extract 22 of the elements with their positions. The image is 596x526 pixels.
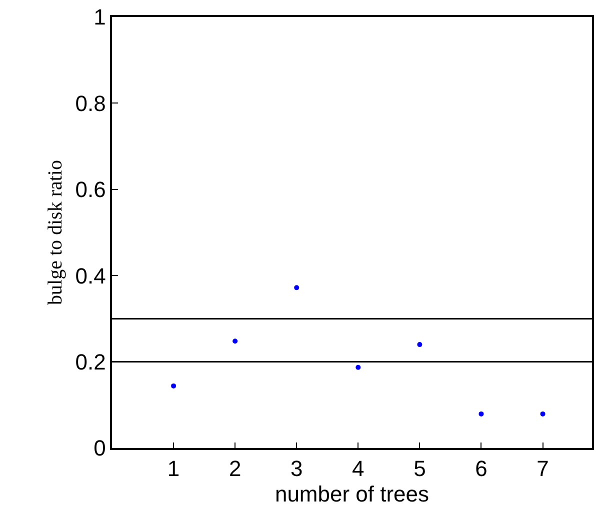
y-axis-title: bulge to disk ratio bbox=[44, 160, 66, 305]
x-tick-label: 7 bbox=[536, 456, 549, 482]
x-tick-label: 6 bbox=[475, 456, 488, 482]
y-tick-label: 0.4 bbox=[75, 263, 106, 288]
point bbox=[356, 364, 361, 370]
point bbox=[294, 285, 300, 290]
point bbox=[171, 383, 176, 388]
x-tick-label: 5 bbox=[414, 456, 426, 482]
x-tick-label: 4 bbox=[352, 456, 364, 482]
point bbox=[540, 411, 546, 416]
y-tick-label: 0 bbox=[94, 436, 106, 461]
point bbox=[478, 411, 484, 416]
x-tick-label: 2 bbox=[228, 456, 242, 482]
y-tick-label: 0.8 bbox=[75, 90, 106, 116]
y-tick-label: 0.2 bbox=[75, 350, 106, 374]
y-tick-label: 0.6 bbox=[75, 177, 106, 202]
y-tick-label: 1 bbox=[94, 4, 106, 30]
x-tick-label: 3 bbox=[290, 456, 303, 482]
x-axis-title: number of trees bbox=[274, 482, 430, 507]
point bbox=[417, 342, 422, 348]
point bbox=[232, 338, 238, 344]
x-tick-label: 1 bbox=[167, 456, 180, 482]
